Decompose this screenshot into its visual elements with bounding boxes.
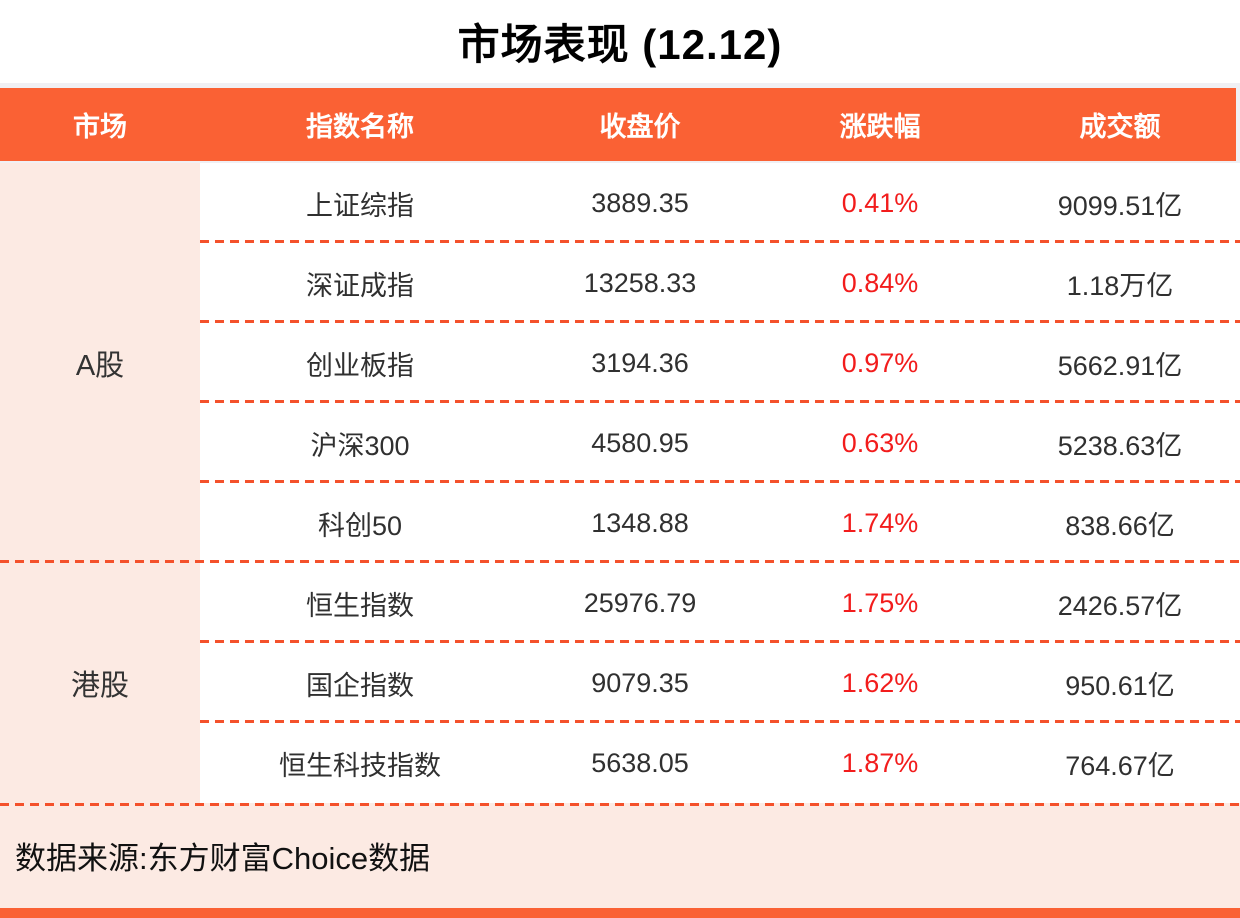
close-price-cell: 3889.35 bbox=[591, 187, 689, 218]
market-column: A股 港股 bbox=[0, 163, 200, 803]
index-name-cell: 国企指数 bbox=[306, 670, 414, 701]
turnover-cell: 9099.51亿 bbox=[1057, 190, 1183, 221]
change-percent-cell: 0.41% bbox=[841, 187, 919, 218]
table-row: 国企指数 9079.35 1.62% 950.61亿 bbox=[200, 643, 1240, 723]
data-column: 上证综指 3889.35 0.41% 9099.51亿 深证成指 13258.3… bbox=[0, 163, 1240, 803]
change-percent-cell: 0.63% bbox=[841, 427, 919, 458]
close-price-cell: 13258.33 bbox=[583, 267, 697, 298]
title-block: 市场表现 (12.12) bbox=[0, 0, 1240, 83]
close-price-cell: 5638.05 bbox=[591, 747, 689, 778]
table-row: 创业板指 3194.36 0.97% 5662.91亿 bbox=[200, 323, 1240, 403]
turnover-cell: 5662.91亿 bbox=[1057, 350, 1183, 381]
column-header-index-name: 指数名称 bbox=[306, 112, 414, 142]
index-name-cell: 恒生指数 bbox=[306, 590, 414, 621]
table-row: 上证综指 3889.35 0.41% 9099.51亿 bbox=[200, 163, 1240, 243]
close-price-cell: 4580.95 bbox=[591, 427, 689, 458]
divider-strip-header-bottom bbox=[0, 161, 1240, 163]
column-header-market: 市场 bbox=[73, 112, 127, 142]
close-price-cell: 9079.35 bbox=[591, 667, 689, 698]
bottom-accent-bar bbox=[0, 908, 1240, 918]
index-name-cell: 恒生科技指数 bbox=[279, 750, 441, 781]
close-price-cell: 25976.79 bbox=[583, 587, 697, 618]
page-title: 市场表现 (12.12) bbox=[457, 21, 783, 68]
index-name-cell: 沪深300 bbox=[310, 430, 410, 461]
table-body: A股 港股 上证综指 3889.35 0.41% 9099.51亿 深证成指 1… bbox=[0, 163, 1240, 803]
turnover-cell: 1.18万亿 bbox=[1066, 270, 1174, 301]
index-name-cell: 科创50 bbox=[317, 510, 403, 541]
close-price-cell: 1348.88 bbox=[591, 507, 689, 538]
data-source-text: 数据来源:东方财富Choice数据 bbox=[15, 841, 431, 876]
change-percent-cell: 1.87% bbox=[841, 747, 919, 778]
table-row: 恒生指数 25976.79 1.75% 2426.57亿 bbox=[200, 563, 1240, 643]
table-row: 恒生科技指数 5638.05 1.87% 764.67亿 bbox=[200, 723, 1240, 803]
index-name-cell: 深证成指 bbox=[306, 270, 414, 301]
change-percent-cell: 1.74% bbox=[841, 507, 919, 538]
turnover-cell: 5238.63亿 bbox=[1057, 430, 1183, 461]
turnover-cell: 950.61亿 bbox=[1065, 670, 1175, 701]
table-header-row: 市场 指数名称 收盘价 涨跌幅 成交额 bbox=[0, 88, 1240, 161]
turnover-cell: 2426.57亿 bbox=[1057, 590, 1183, 621]
footer: 数据来源:东方财富Choice数据 bbox=[0, 803, 1240, 908]
divider-strip-top bbox=[0, 83, 1240, 88]
column-header-change-percent: 涨跌幅 bbox=[839, 112, 921, 142]
index-name-cell: 创业板指 bbox=[306, 350, 414, 381]
change-percent-cell: 0.84% bbox=[841, 267, 919, 298]
table-row: 沪深300 4580.95 0.63% 5238.63亿 bbox=[200, 403, 1240, 483]
turnover-cell: 764.67亿 bbox=[1065, 750, 1175, 781]
change-percent-cell: 0.97% bbox=[841, 347, 919, 378]
table-row: 深证成指 13258.33 0.84% 1.18万亿 bbox=[200, 243, 1240, 323]
column-header-turnover: 成交额 bbox=[1079, 112, 1161, 142]
column-header-close-price: 收盘价 bbox=[599, 112, 681, 142]
market-cell-a-shares: A股 bbox=[75, 350, 125, 382]
close-price-cell: 3194.36 bbox=[591, 347, 689, 378]
change-percent-cell: 1.62% bbox=[841, 667, 919, 698]
market-cell-hk-shares: 港股 bbox=[70, 670, 129, 702]
index-name-cell: 上证综指 bbox=[306, 190, 414, 221]
turnover-cell: 838.66亿 bbox=[1065, 510, 1175, 541]
change-percent-cell: 1.75% bbox=[841, 587, 919, 618]
table-row: 科创50 1348.88 1.74% 838.66亿 bbox=[0, 483, 1240, 563]
